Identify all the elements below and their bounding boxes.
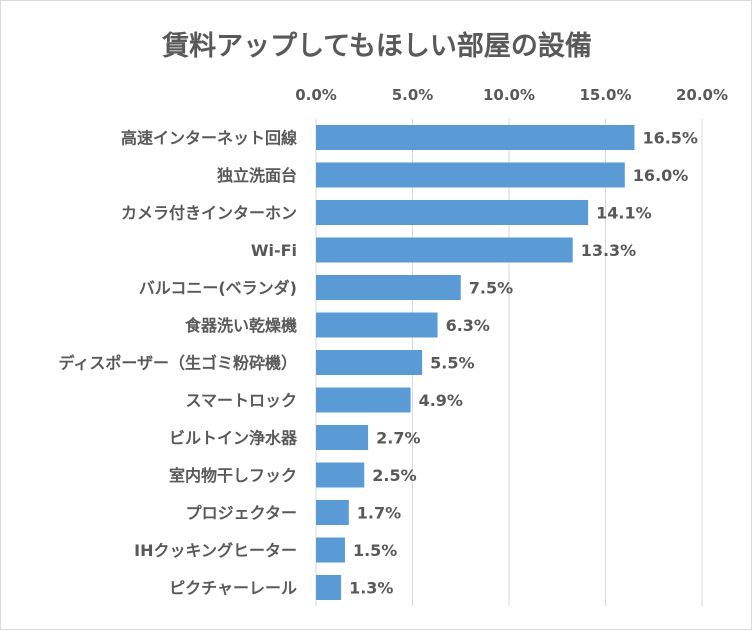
data-label: 13.3%: [581, 241, 637, 260]
x-tick-label: 15.0%: [579, 86, 631, 104]
bar: [316, 350, 423, 375]
data-label: 7.5%: [469, 279, 513, 298]
category-label: 独立洗面台: [217, 166, 297, 185]
data-label: 1.3%: [349, 579, 393, 598]
bar: [316, 387, 411, 413]
x-tick-label: 0.0%: [295, 86, 337, 104]
chart-title: 賃料アップしてもほしい部屋の設備: [161, 30, 592, 62]
category-label: Wi-Fi: [251, 241, 297, 260]
category-label: カメラ付きインターホン: [121, 204, 297, 223]
data-label: 16.0%: [633, 166, 689, 185]
data-label: 1.5%: [353, 541, 397, 560]
bar: [316, 200, 589, 225]
bar: [316, 425, 369, 450]
category-label: 高速インターネット回線: [121, 129, 297, 148]
data-label: 5.5%: [430, 354, 474, 373]
category-label: ピクチャーレール: [169, 579, 297, 598]
bar: [316, 275, 461, 300]
bar: [316, 500, 349, 525]
category-label: 食器洗い乾燥機: [184, 316, 297, 335]
bar: [316, 162, 625, 188]
data-label: 2.5%: [372, 466, 416, 485]
data-label: 2.7%: [376, 429, 420, 448]
bar: [316, 237, 573, 263]
bar: [316, 312, 438, 338]
bar: [316, 537, 345, 563]
x-tick-label: 10.0%: [483, 86, 535, 104]
category-label: スマートロック: [185, 391, 297, 410]
bar: [316, 575, 342, 600]
category-label: ビルトイン浄水器: [169, 429, 298, 448]
data-label: 1.7%: [357, 504, 401, 523]
data-label: 16.5%: [642, 129, 698, 148]
data-label: 14.1%: [596, 204, 652, 223]
data-label: 6.3%: [446, 316, 490, 335]
data-label: 4.9%: [419, 391, 463, 410]
category-label: IHクッキングヒーター: [134, 541, 297, 560]
x-tick-label: 20.0%: [676, 86, 728, 104]
category-label: プロジェクター: [186, 504, 297, 523]
bar: [316, 462, 365, 488]
x-tick-label: 5.0%: [392, 86, 434, 104]
category-label: 室内物干しフック: [169, 466, 297, 485]
category-label: ディスポーザー（生ゴミ粉砕機）: [58, 354, 297, 373]
bar: [316, 125, 635, 150]
category-label: バルコニー(ベランダ): [139, 279, 297, 298]
